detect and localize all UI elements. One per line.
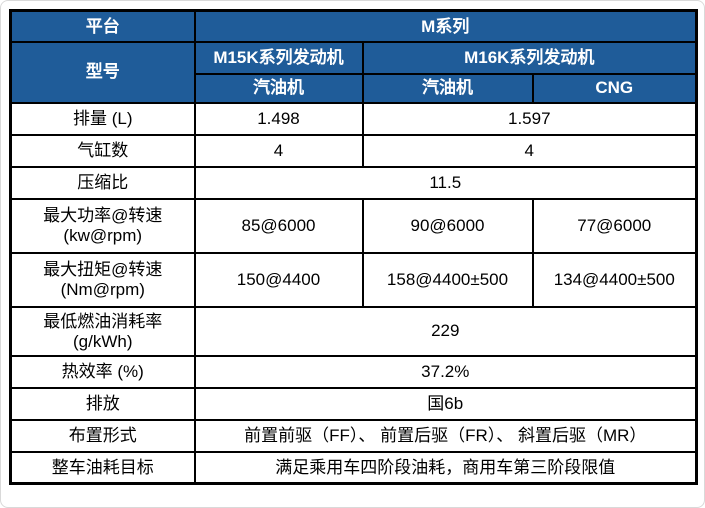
vehicle-fuel-target-label: 整车油耗目标 bbox=[9, 450, 196, 485]
table-row-min-fuel-consumption: 最低燃油消耗率 (g/kWh) 229 bbox=[9, 305, 698, 357]
table-row-model-series: 型号 M15K系列发动机 M16K系列发动机 bbox=[9, 40, 698, 104]
cylinders-m15k: 4 bbox=[193, 133, 364, 168]
m16k-cng-header: CNG bbox=[531, 72, 698, 104]
table-row-max-torque: 最大扭矩@转速 (Nm@rpm) 150@4400 158@4400±500 1… bbox=[9, 251, 698, 308]
min-fuel-consumption-label-text: 最低燃油消耗率 bbox=[43, 311, 163, 331]
max-torque-m16k-gasoline: 158@4400±500 bbox=[361, 251, 534, 308]
max-power-unit: (kw@rpm) bbox=[63, 226, 143, 246]
table-row-thermal-efficiency: 热效率 (%) 37.2% bbox=[9, 354, 698, 389]
layout-form-label: 布置形式 bbox=[9, 418, 196, 453]
platform-label: 平台 bbox=[9, 9, 196, 43]
m15k-series-header: M15K系列发动机 bbox=[193, 40, 364, 75]
layout-form-value: 前置前驱（FF）、 前置后驱（FR）、 斜置后驱（MR） bbox=[193, 418, 698, 453]
engine-spec-table: 平台 M系列 型号 M15K系列发动机 M16K系列发动机 汽油机 汽油机 CN… bbox=[9, 9, 699, 485]
table-row-emission: 排放 国6b bbox=[9, 386, 698, 421]
table-row-platform: 平台 M系列 bbox=[9, 9, 698, 43]
max-torque-m15k-gasoline: 150@4400 bbox=[193, 251, 364, 308]
table-row-compression: 压缩比 11.5 bbox=[9, 165, 698, 200]
max-torque-label: 最大扭矩@转速 (Nm@rpm) bbox=[9, 251, 196, 308]
displacement-m15k: 1.498 bbox=[193, 101, 364, 136]
min-fuel-consumption-value: 229 bbox=[193, 305, 698, 357]
max-torque-label-text: 最大扭矩@转速 bbox=[43, 260, 163, 280]
thermal-efficiency-value: 37.2% bbox=[193, 354, 698, 389]
min-fuel-consumption-label: 最低燃油消耗率 (g/kWh) bbox=[9, 305, 196, 357]
max-power-label: 最大功率@转速 (kw@rpm) bbox=[9, 197, 196, 254]
table-row-layout-form: 布置形式 前置前驱（FF）、 前置后驱（FR）、 斜置后驱（MR） bbox=[9, 418, 698, 453]
m15k-gasoline-header: 汽油机 bbox=[193, 72, 364, 104]
max-power-m16k-cng: 77@6000 bbox=[531, 197, 698, 254]
max-torque-m16k-cng: 134@4400±500 bbox=[531, 251, 698, 308]
table-row-vehicle-fuel-target: 整车油耗目标 满足乘用车四阶段油耗，商用车第三阶段限值 bbox=[9, 450, 698, 485]
cylinders-m16k: 4 bbox=[361, 133, 698, 168]
thermal-efficiency-label: 热效率 (%) bbox=[9, 354, 196, 389]
table-row-max-power: 最大功率@转速 (kw@rpm) 85@6000 90@6000 77@6000 bbox=[9, 197, 698, 254]
cylinders-label: 气缸数 bbox=[9, 133, 196, 168]
table-row-cylinders: 气缸数 4 4 bbox=[9, 133, 698, 168]
compression-label: 压缩比 bbox=[9, 165, 196, 200]
platform-value: M系列 bbox=[193, 9, 698, 43]
max-power-label-text: 最大功率@转速 bbox=[43, 206, 163, 226]
displacement-m16k: 1.597 bbox=[361, 101, 698, 136]
model-label: 型号 bbox=[9, 40, 196, 104]
max-power-m16k-gasoline: 90@6000 bbox=[361, 197, 534, 254]
table-row-displacement: 排量 (L) 1.498 1.597 bbox=[9, 101, 698, 136]
max-power-m15k-gasoline: 85@6000 bbox=[193, 197, 364, 254]
displacement-label: 排量 (L) bbox=[9, 101, 196, 136]
min-fuel-consumption-unit: (g/kWh) bbox=[73, 331, 133, 351]
m16k-gasoline-header: 汽油机 bbox=[361, 72, 534, 104]
max-torque-unit: (Nm@rpm) bbox=[60, 280, 145, 300]
emission-value: 国6b bbox=[193, 386, 698, 421]
table-row-fuel-type: 汽油机 汽油机 CNG bbox=[11, 72, 698, 104]
emission-label: 排放 bbox=[9, 386, 196, 421]
vehicle-fuel-target-value: 满足乘用车四阶段油耗，商用车第三阶段限值 bbox=[193, 450, 698, 485]
compression-value: 11.5 bbox=[193, 165, 698, 200]
m16k-series-header: M16K系列发动机 bbox=[361, 40, 698, 75]
